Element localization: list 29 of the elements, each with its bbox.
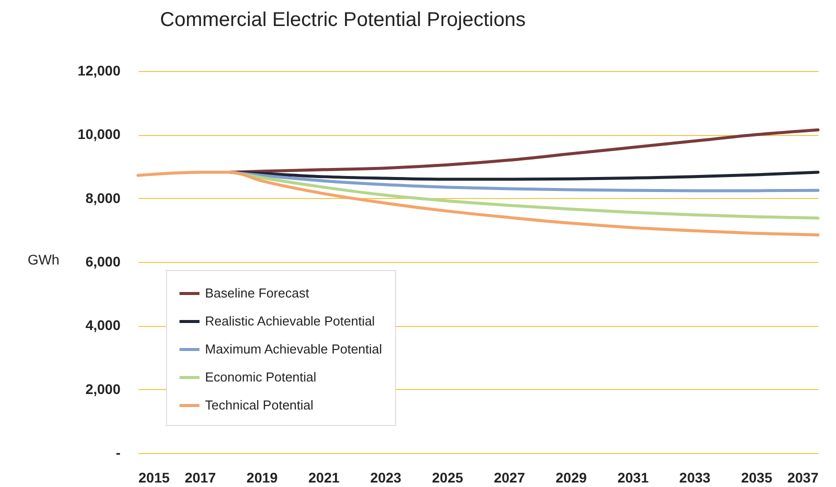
y-tick-label: 6,000 bbox=[85, 254, 121, 270]
line-series bbox=[136, 170, 820, 236]
x-tick-label: 2029 bbox=[556, 470, 588, 486]
x-tick-label: 2021 bbox=[308, 470, 340, 486]
x-tick-label: 2017 bbox=[184, 470, 216, 486]
x-tick-label: 2037 bbox=[787, 470, 819, 486]
x-tick-label: 2027 bbox=[494, 470, 526, 486]
chart-title: Commercial Electric Potential Projections bbox=[160, 9, 526, 31]
line-series bbox=[229, 128, 820, 174]
y-tick-label: 8,000 bbox=[85, 190, 121, 206]
legend-label: Technical Potential bbox=[205, 398, 314, 412]
y-tick-label: 2,000 bbox=[85, 380, 121, 397]
y-tick-label: 10,000 bbox=[78, 126, 121, 142]
y-tick-label: 12,000 bbox=[78, 62, 121, 78]
x-tick-label: 2023 bbox=[370, 470, 402, 486]
legend-label: Realistic Achievable Potential bbox=[205, 314, 375, 328]
legend-label: Maximum Achievable Potential bbox=[205, 342, 382, 356]
x-tick-label: 2025 bbox=[432, 470, 464, 486]
y-axis-title: GWh bbox=[28, 252, 60, 268]
legend-label: Baseline Forecast bbox=[205, 286, 310, 300]
y-tick-label: 4,000 bbox=[85, 317, 121, 334]
x-tick-label: 2035 bbox=[741, 470, 772, 486]
x-tick-label: 2033 bbox=[679, 470, 711, 486]
y-tick-label: - bbox=[116, 444, 121, 460]
line-series bbox=[229, 170, 820, 220]
x-tick-label: 2019 bbox=[246, 470, 278, 486]
x-tick-label: 2015 bbox=[138, 470, 170, 486]
x-tick-label: 2031 bbox=[617, 470, 649, 486]
legend-label: Economic Potential bbox=[205, 370, 316, 384]
